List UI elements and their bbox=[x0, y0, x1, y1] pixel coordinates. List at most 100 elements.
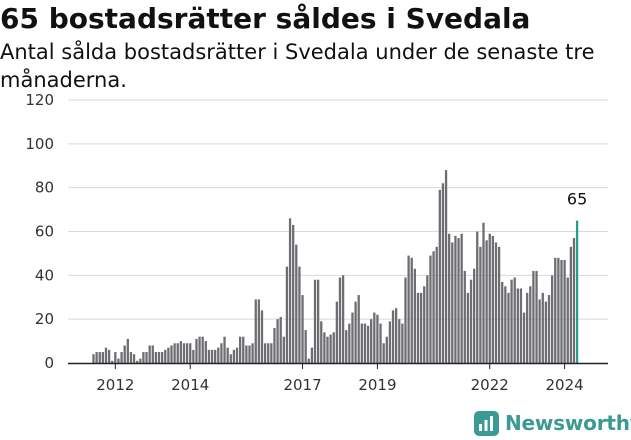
bar-2017-10 bbox=[313, 279, 317, 363]
bar-2021-04 bbox=[444, 170, 448, 363]
bar-2013-03 bbox=[142, 352, 145, 363]
x-tick-label-2012: 2012 bbox=[96, 376, 134, 394]
bar-2016-08 bbox=[270, 343, 273, 363]
bar-2019-01 bbox=[360, 323, 363, 363]
highlight-value-label: 65 bbox=[567, 190, 587, 209]
bar-2012-06 bbox=[114, 352, 117, 363]
bar-2024-10 bbox=[575, 220, 579, 363]
x-tick-label-2017: 2017 bbox=[283, 376, 321, 394]
bar-2018-06 bbox=[338, 277, 342, 363]
bar-2014-06 bbox=[189, 343, 192, 363]
bar-2021-10 bbox=[463, 270, 466, 363]
bar-2018-08 bbox=[345, 330, 348, 364]
bar-2023-08 bbox=[532, 270, 535, 363]
bar-2013-06 bbox=[151, 345, 154, 363]
bar-2017-12 bbox=[320, 321, 323, 363]
bar-2018-07 bbox=[341, 275, 345, 363]
bar-2014-12 bbox=[207, 349, 211, 363]
bar-2012-02 bbox=[101, 352, 105, 363]
bar-2014-02 bbox=[176, 343, 179, 363]
bar-2014-09 bbox=[198, 336, 201, 363]
bar-2012-03 bbox=[104, 347, 108, 363]
bar-2015-04 bbox=[220, 343, 223, 363]
bar-2012-05 bbox=[111, 360, 114, 363]
bar-2011-12 bbox=[95, 352, 98, 363]
bar-2022-08 bbox=[494, 242, 498, 363]
bar-2020-11 bbox=[429, 255, 432, 363]
bar-2012-10 bbox=[126, 338, 129, 363]
bar-2024-07 bbox=[566, 277, 569, 363]
bar-2022-09 bbox=[497, 246, 501, 363]
bar-2024-06 bbox=[563, 259, 566, 363]
bar-2023-01 bbox=[510, 279, 513, 363]
bar-2015-06 bbox=[226, 347, 229, 363]
bar-2017-05 bbox=[298, 266, 301, 363]
bar-2021-07 bbox=[454, 235, 457, 363]
bar-2021-01 bbox=[435, 246, 438, 363]
bar-2020-01 bbox=[398, 319, 401, 363]
bar-2014-07 bbox=[192, 349, 195, 363]
bar-2023-09 bbox=[535, 270, 538, 363]
chart-subtitle: Antal sålda bostadsrätter i Svedala unde… bbox=[0, 40, 595, 92]
bar-2012-04 bbox=[107, 349, 111, 363]
bar-2016-12 bbox=[282, 336, 285, 363]
bar-2021-06 bbox=[451, 242, 454, 363]
bar-2024-09 bbox=[572, 238, 576, 363]
bar-2022-12 bbox=[507, 292, 510, 363]
bar-2023-11 bbox=[541, 292, 544, 363]
bar-2013-10 bbox=[164, 349, 167, 363]
bar-2022-01 bbox=[472, 268, 476, 363]
y-tick-label-80: 80 bbox=[35, 179, 54, 197]
bar-2022-10 bbox=[501, 281, 504, 363]
bar-2018-03 bbox=[329, 334, 332, 363]
bar-2020-09 bbox=[423, 286, 426, 363]
bar-2021-12 bbox=[469, 279, 473, 363]
bar-2012-08 bbox=[120, 352, 123, 363]
bar-2019-06 bbox=[376, 314, 379, 363]
bar-2020-05 bbox=[410, 257, 413, 363]
bar-2018-09 bbox=[348, 323, 351, 363]
bar-2017-09 bbox=[310, 347, 314, 363]
bar-2024-05 bbox=[560, 259, 563, 363]
bar-2024-03 bbox=[554, 257, 557, 363]
bar-2015-10 bbox=[238, 336, 242, 363]
bar-2018-01 bbox=[323, 332, 326, 363]
bar-2021-02 bbox=[438, 189, 441, 363]
bar-2016-05 bbox=[260, 310, 264, 363]
chart-title: 65 bostadsrätter såldes i Svedala bbox=[0, 2, 531, 35]
bar-2019-05 bbox=[373, 312, 376, 363]
bar-2020-03 bbox=[404, 277, 407, 363]
bar-2016-11 bbox=[279, 316, 282, 363]
bar-2021-11 bbox=[466, 292, 470, 363]
bar-2012-07 bbox=[117, 358, 120, 363]
bar-2016-07 bbox=[267, 343, 270, 363]
bar-2023-06 bbox=[526, 292, 529, 363]
y-tick-label-100: 100 bbox=[25, 135, 54, 153]
y-tick-label-60: 60 bbox=[35, 223, 54, 241]
bar-2020-06 bbox=[413, 268, 417, 363]
bar-2021-08 bbox=[457, 238, 460, 363]
bar-2012-09 bbox=[123, 345, 126, 363]
bar-2013-08 bbox=[157, 352, 161, 363]
bar-2022-07 bbox=[491, 235, 495, 363]
bar-2022-05 bbox=[485, 240, 488, 363]
bar-2016-09 bbox=[273, 327, 276, 363]
x-tick-label-2024: 2024 bbox=[546, 376, 584, 394]
bar-2015-08 bbox=[232, 349, 236, 363]
bar-2018-10 bbox=[351, 312, 354, 363]
x-axis bbox=[68, 362, 608, 369]
bar-2014-01 bbox=[173, 343, 176, 363]
bar-2018-12 bbox=[357, 295, 360, 363]
bar-2017-01 bbox=[285, 266, 289, 363]
bar-2019-04 bbox=[370, 319, 373, 363]
grid-lines bbox=[68, 99, 608, 320]
y-tick-label-20: 20 bbox=[35, 310, 54, 328]
bar-2023-03 bbox=[516, 288, 519, 363]
bar-2023-10 bbox=[538, 299, 541, 363]
bar-2015-05 bbox=[223, 336, 226, 363]
bar-2013-04 bbox=[145, 352, 148, 363]
bar-2017-11 bbox=[316, 279, 320, 363]
bar-2017-02 bbox=[288, 218, 292, 363]
bar-2024-08 bbox=[569, 246, 573, 363]
brand-name: Newsworthy bbox=[505, 411, 631, 435]
